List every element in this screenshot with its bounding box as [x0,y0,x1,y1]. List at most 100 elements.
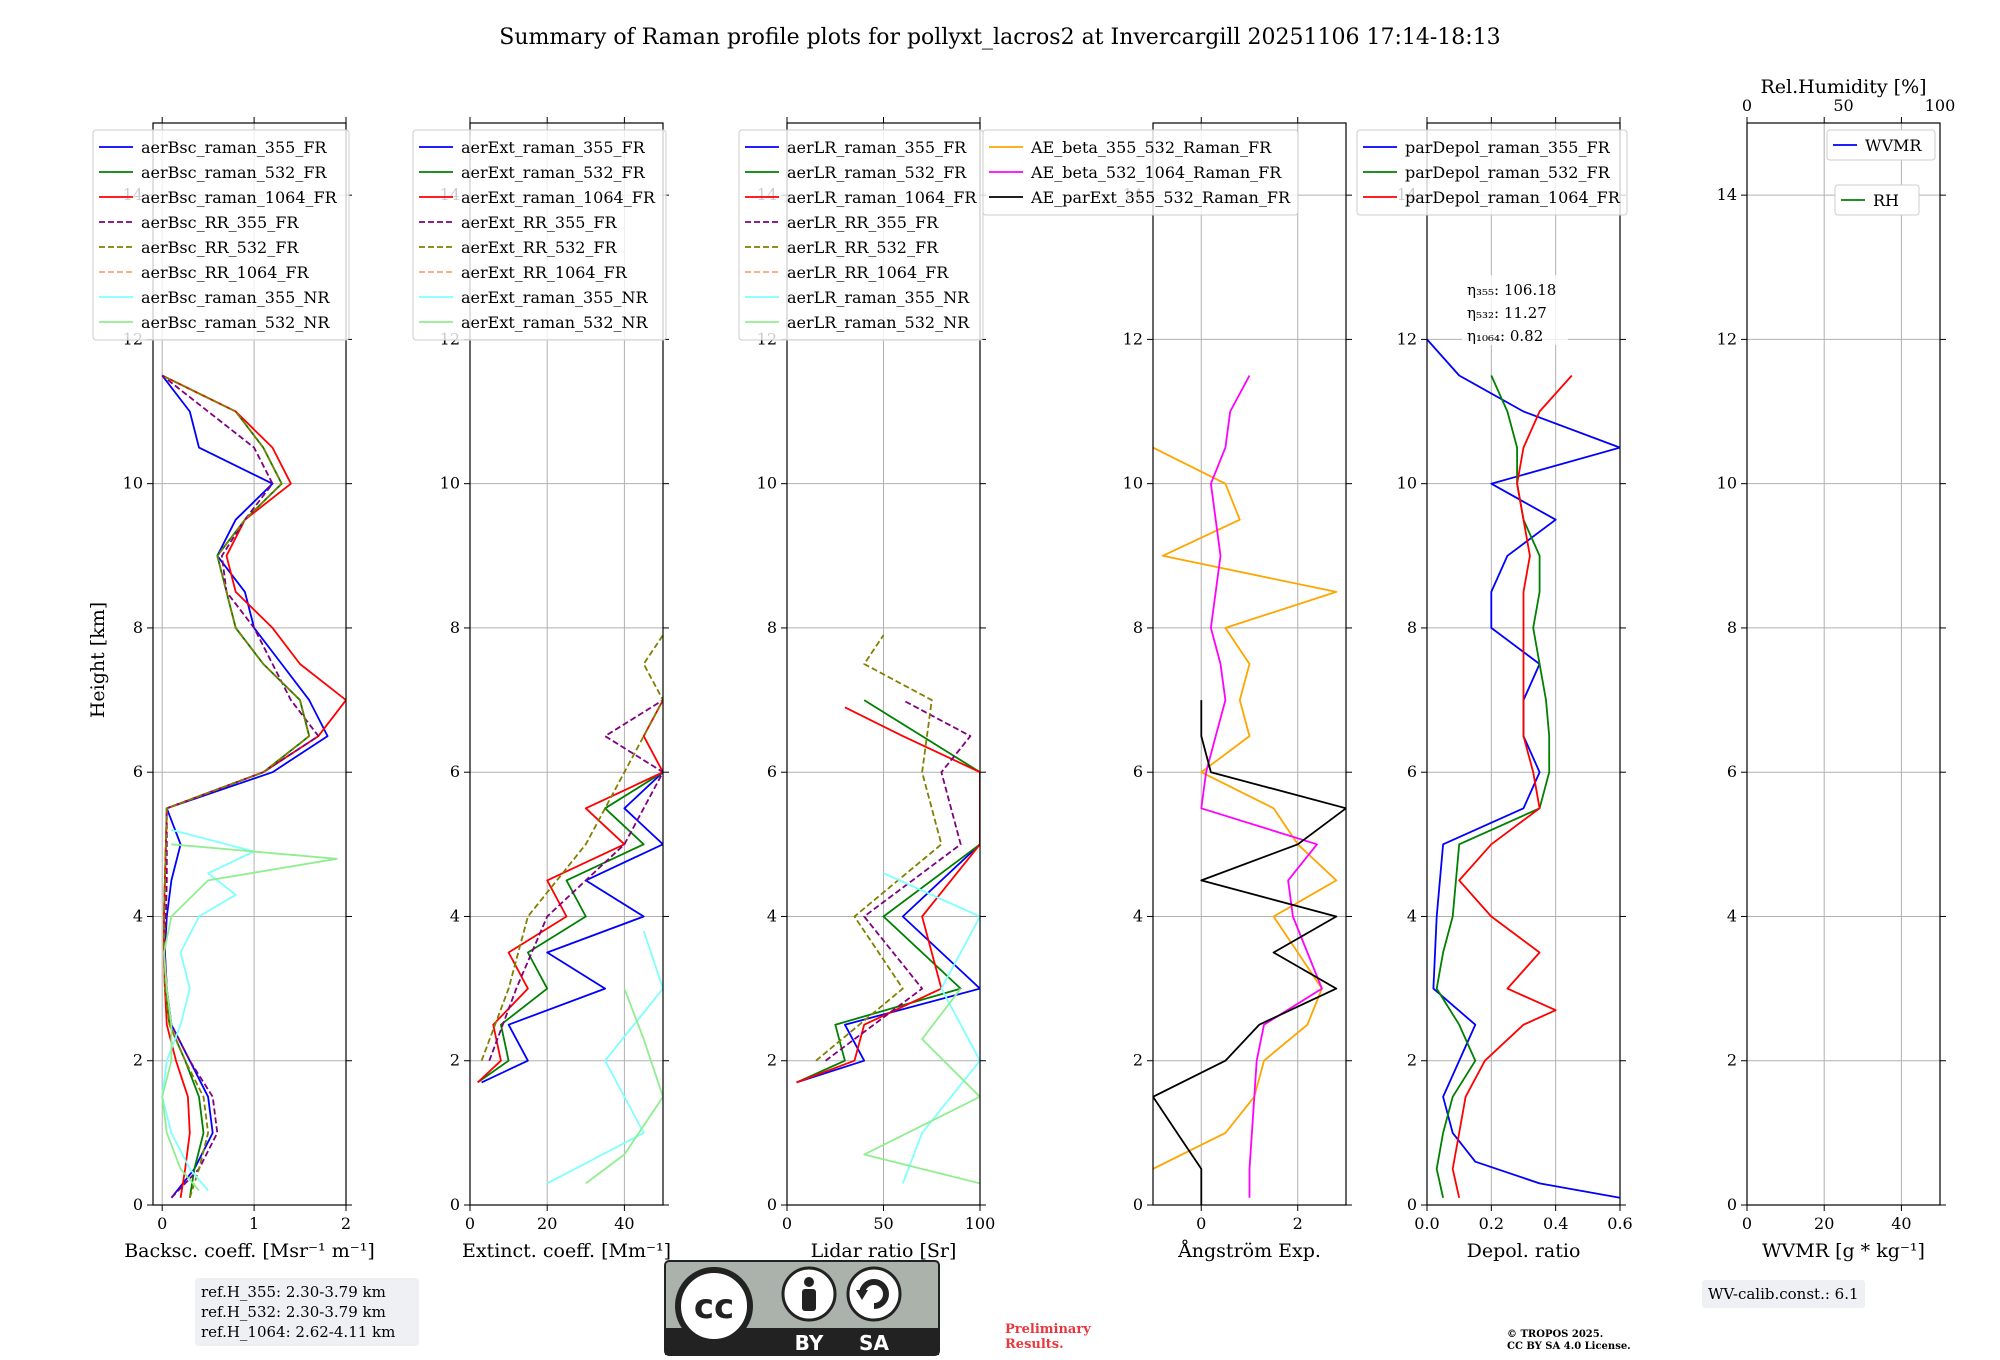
legend-entry: parDepol_raman_355_FR [1405,138,1611,157]
legend-box [1356,129,1628,216]
ref-height-532: ref.H_532: 2.30-3.79 km [201,1303,386,1321]
series-line-aerLR_raman_355_FR [796,772,980,1084]
series-line-AE_beta_532_1064_Raman_FR [1200,375,1323,1198]
legend-entry: aerExt_RR_355_FR [461,213,618,232]
x-tick-label: 2 [341,1214,351,1233]
series-line-aerExt_raman_355_NR [546,930,663,1185]
y-tick-label: 12 [1123,329,1143,348]
y-tick-label: 12 [1397,329,1417,348]
y-tick-label: 10 [757,474,777,493]
legend: AE_beta_355_532_Raman_FR AE_beta_532_1064… [982,129,1299,216]
legend-entry: AE_parExt_355_532_Raman_FR [1030,188,1291,207]
series-line-aerExt_raman_532_FR [477,771,663,1084]
copyright-line-2: CC BY SA 4.0 License. [1507,1341,1631,1352]
panel-ae: 0202468101214Ångström Exp.AE_beta_355_53… [982,117,1352,1262]
ext-frame [469,122,664,1206]
y-tick-label: 12 [1717,329,1737,348]
legend: WVMR [1826,129,1936,161]
legend-entry: aerExt_raman_355_FR [461,138,646,157]
x-tick-label: 40 [614,1214,634,1233]
y-tick-label: 0 [1727,1195,1737,1214]
legend-entry: aerExt_raman_1064_FR [461,188,656,207]
legend-rh: RH [1834,184,1920,216]
legend-entry: AE_beta_532_1064_Raman_FR [1030,163,1282,182]
legend-entry: aerLR_raman_355_NR [787,288,970,307]
y-tick-label: 10 [1123,474,1143,493]
y-tick-label: 0 [450,1195,460,1214]
x-tick-label: 0.6 [1607,1214,1632,1233]
y-tick-label: 2 [1407,1051,1417,1070]
y-tick-label: 6 [1727,762,1737,781]
ae-series [1153,375,1346,1205]
eta-label: η₅₃₂: 11.27 [1467,304,1547,322]
series-line-aerExt_raman_532_NR [585,988,663,1185]
top-axis-label: Rel.Humidity [%] [1760,76,1926,98]
series-line-aerLR_RR_532_FR [815,634,943,1062]
legend-entry: aerLR_raman_532_NR [787,313,970,332]
top-tick-label: 100 [1925,96,1956,115]
x-tick-label: 0 [1196,1214,1206,1233]
y-tick-label: 8 [1133,618,1143,637]
y-tick-label: 10 [123,474,143,493]
series-line-parDepol_raman_355_FR [1427,338,1620,1199]
panel-dep: 0.00.20.40.602468101214Depol. ratioη₃₅₅:… [1356,117,1633,1262]
y-tick-label: 2 [450,1051,460,1070]
legend-entry: aerExt_RR_532_FR [461,238,618,257]
bsc-frame [152,122,347,1206]
legend: aerBsc_raman_355_FR aerBsc_raman_532_FRae… [92,129,350,341]
y-tick-label: 0 [1133,1195,1143,1214]
x-tick-label: 20 [537,1214,557,1233]
attribution-icon [781,1266,837,1322]
legend-entry: WVMR [1865,136,1922,155]
x-tick-label: 0 [782,1214,792,1233]
x-tick-label: 0 [1742,1214,1752,1233]
preliminary-line-2: Results. [1005,1337,1064,1352]
x-tick-label: 0.2 [1479,1214,1504,1233]
legend-entry: RH [1873,191,1899,210]
x-tick-label: 40 [1891,1214,1911,1233]
y-tick-label: 8 [1407,618,1417,637]
ext-series [477,634,663,1185]
legend-entry: aerLR_raman_355_FR [787,138,967,157]
copyright-line-1: © TROPOS 2025. [1507,1329,1604,1340]
y-tick-label: 4 [1133,906,1143,925]
top-tick-label: 50 [1833,96,1853,115]
wv-calibration-constant: WV-calib.const.: 6.1 [1708,1285,1859,1303]
legend-box [92,129,350,341]
series-line-aerBsc_raman_355_NR [161,829,256,1192]
dep-frame [1426,122,1621,1206]
eta-box-bg [1462,275,1568,345]
panel-lr: 05010002468101214Lidar ratio [Sr]aerLR_r… [738,117,995,1262]
series-line-aerBsc_raman_532_FR [161,374,311,1198]
ref-height-355: ref.H_355: 2.30-3.79 km [201,1283,386,1301]
y-axis-label: Height [km] [87,602,109,718]
x-axis-label: WVMR [g * kg⁻¹] [1762,1240,1925,1262]
y-tick-label: 4 [1407,906,1417,925]
legend-entry: aerExt_raman_532_NR [461,313,649,332]
legend: aerExt_raman_355_FR aerExt_raman_532_FRae… [412,129,667,341]
series-line-aerLR_raman_532_NR [863,988,980,1185]
y-tick-label: 2 [1727,1051,1737,1070]
x-axis-label: Lidar ratio [Sr] [811,1240,957,1262]
x-axis-label: Backsc. coeff. [Msr⁻¹ m⁻¹] [124,1240,375,1262]
panel-wv: 0 20 40 0 2 4 6 8 10 12 14 WVMR [g * kg⁻¹] 0 50 100Rel… [1717,76,1956,1262]
legend-entry: aerLR_RR_355_FR [787,213,939,232]
y-tick-label: 6 [1407,762,1417,781]
y-tick-label: 6 [133,762,143,781]
legend-entry: aerLR_RR_1064_FR [787,263,949,282]
eta-label: η₃₅₅: 106.18 [1467,281,1556,299]
legend-entry: aerLR_RR_532_FR [787,238,939,257]
series-line-aerBsc_raman_532_NR [161,843,338,1192]
legend-entry: AE_beta_355_532_Raman_FR [1030,138,1272,157]
eta-label: η₁₀₆₄: 0.82 [1467,327,1543,345]
series-line-parDepol_raman_1064_FR [1451,374,1573,1198]
series-line-aerExt_raman_355_FR [481,771,663,1084]
x-axis-label: Depol. ratio [1467,1240,1581,1262]
x-axis-label: Ångström Exp. [1177,1240,1321,1262]
y-tick-label: 10 [1397,474,1417,493]
y-tick-label: 14 [1717,185,1737,204]
legend-box [738,129,984,341]
reference-heights-box: ref.H_355: 2.30-3.79 km ref.H_532: 2.30-… [195,1278,419,1346]
legend-entry: aerExt_RR_1064_FR [461,263,628,282]
